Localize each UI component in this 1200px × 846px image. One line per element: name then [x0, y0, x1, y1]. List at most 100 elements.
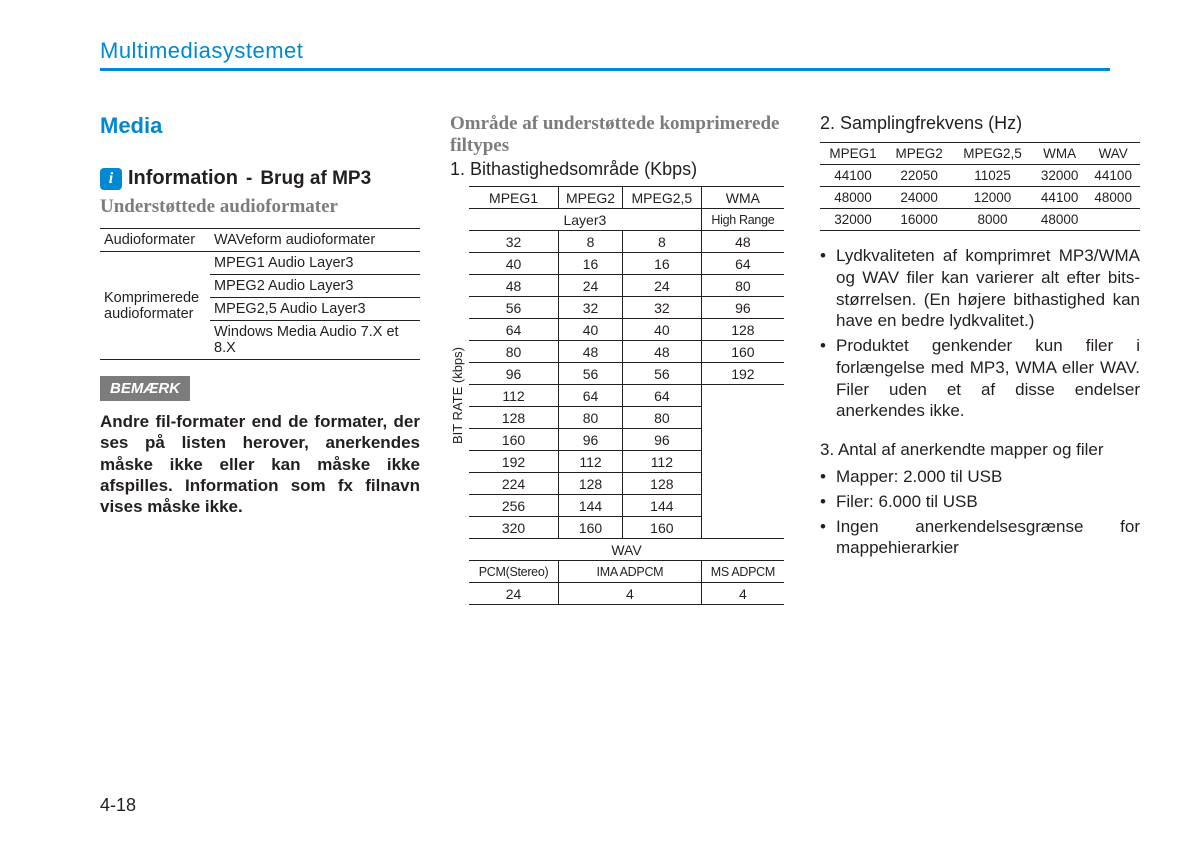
cell: MPEG2 Audio Layer3	[210, 275, 420, 298]
bullet-list-2: Mapper: 2.000 til USB Filer: 6.000 til U…	[820, 466, 1140, 559]
cell: 192	[701, 363, 784, 385]
wav-header: WAV	[469, 539, 784, 561]
supported-formats-heading: Understøttede audioformater	[100, 196, 420, 218]
cell: Audioformater	[100, 229, 210, 252]
cell: 4	[559, 583, 702, 605]
th: MPEG1	[469, 187, 559, 209]
cell: 160	[469, 429, 559, 451]
th: MPEG2	[886, 143, 952, 165]
note-text: Andre fil-formater end de formater, der …	[100, 411, 420, 517]
bitrate-table: MPEG1 MPEG2 MPEG2,5 WMA Layer3 High Rang…	[469, 186, 784, 605]
info-label: Information	[128, 167, 238, 190]
column-1: Media i Information - Brug af MP3 Unders…	[100, 113, 420, 605]
cell: 8	[622, 231, 701, 253]
sampling-table: MPEG1 MPEG2 MPEG2,5 WMA WAV 44100 22050 …	[820, 142, 1140, 231]
cell: WAVeform audioformater	[210, 229, 420, 252]
cell: 112	[559, 451, 623, 473]
cell: 40	[469, 253, 559, 275]
sampling-heading: 2. Samplingfrekvens (Hz)	[820, 113, 1140, 134]
bullet-item: Produktet genkender kun filer i forlænge…	[820, 335, 1140, 422]
cell: 80	[559, 407, 623, 429]
cell: 32	[469, 231, 559, 253]
th: MPEG2,5	[622, 187, 701, 209]
subheader: High Range	[701, 209, 784, 231]
media-heading: Media	[100, 113, 420, 139]
th: MPEG2,5	[952, 143, 1033, 165]
bullet-item: Lydkvaliteten af komprimret MP3/WMA og W…	[820, 245, 1140, 332]
cell: 32	[622, 297, 701, 319]
cell: 112	[469, 385, 559, 407]
cell: 56	[622, 363, 701, 385]
th: MPEG1	[820, 143, 886, 165]
cell: 24000	[886, 187, 952, 209]
bullet-item: Mapper: 2.000 til USB	[820, 466, 1140, 488]
cell: 192	[469, 451, 559, 473]
cell: 96	[701, 297, 784, 319]
y-axis-label: BIT RATE (kbps)	[450, 347, 465, 444]
cell: 16	[622, 253, 701, 275]
cell: 44100	[1086, 165, 1140, 187]
cell: 40	[559, 319, 623, 341]
subheader: Layer3	[469, 209, 701, 231]
cell: 48	[622, 341, 701, 363]
cell: 112	[622, 451, 701, 473]
cell: 128	[469, 407, 559, 429]
column-2: Område af understøttede komprimerede fil…	[450, 113, 790, 605]
cell: 96	[622, 429, 701, 451]
cell: 40	[622, 319, 701, 341]
cell-empty	[701, 385, 784, 539]
info-sub: Brug af MP3	[260, 168, 371, 190]
bitrate-heading: 1. Bithastighedsområde (Kbps)	[450, 159, 790, 180]
cell: 160	[559, 517, 623, 539]
cell: 224	[469, 473, 559, 495]
cell: 64	[559, 385, 623, 407]
cell	[1086, 209, 1140, 231]
info-dash: -	[246, 168, 252, 190]
cell: 144	[559, 495, 623, 517]
cell: 16	[559, 253, 623, 275]
cell: 24	[469, 583, 559, 605]
cell: Komprimerede audioformater	[100, 252, 210, 360]
cell: 48	[559, 341, 623, 363]
cell: 144	[622, 495, 701, 517]
cell: 22050	[886, 165, 952, 187]
cell: PCM(Stereo)	[469, 561, 559, 583]
cell: 56	[559, 363, 623, 385]
cell: 80	[622, 407, 701, 429]
cell: 8	[559, 231, 623, 253]
bullet-item: Filer: 6.000 til USB	[820, 491, 1140, 513]
page-header: Multimediasystemet	[100, 38, 1120, 71]
cell: 48000	[1086, 187, 1140, 209]
cell: 24	[622, 275, 701, 297]
bullet-item: Ingen anerkendelsesgrænse for mappehiera…	[820, 516, 1140, 560]
cell: 8000	[952, 209, 1033, 231]
cell: IMA ADPCM	[559, 561, 702, 583]
cell: 32000	[820, 209, 886, 231]
formats-table: Audioformater WAVeform audioformater Kom…	[100, 228, 420, 360]
cell: 160	[622, 517, 701, 539]
filetypes-heading: Område af understøttede komprimerede fil…	[450, 113, 790, 157]
th: MPEG2	[559, 187, 623, 209]
cell: 96	[469, 363, 559, 385]
content-columns: Media i Information - Brug af MP3 Unders…	[100, 113, 1110, 605]
cell: 160	[701, 341, 784, 363]
th: WMA	[701, 187, 784, 209]
cell: MPEG1 Audio Layer3	[210, 252, 420, 275]
cell: 48000	[1033, 209, 1087, 231]
cell: 320	[469, 517, 559, 539]
cell: 64	[469, 319, 559, 341]
cell: 128	[622, 473, 701, 495]
note-badge: BEMÆRK	[100, 376, 190, 401]
cell: 256	[469, 495, 559, 517]
cell: 32000	[1033, 165, 1087, 187]
info-icon: i	[100, 168, 122, 190]
cell: 56	[469, 297, 559, 319]
cell: 64	[701, 253, 784, 275]
cell: 80	[701, 275, 784, 297]
section-3-heading: 3. Antal af anerkendte mapper og filer	[820, 440, 1140, 460]
cell: 11025	[952, 165, 1033, 187]
page-number: 4-18	[100, 795, 136, 816]
cell: 44100	[1033, 187, 1087, 209]
header-rule	[100, 68, 1110, 71]
cell: Windows Media Audio 7.X et 8.X	[210, 321, 420, 360]
